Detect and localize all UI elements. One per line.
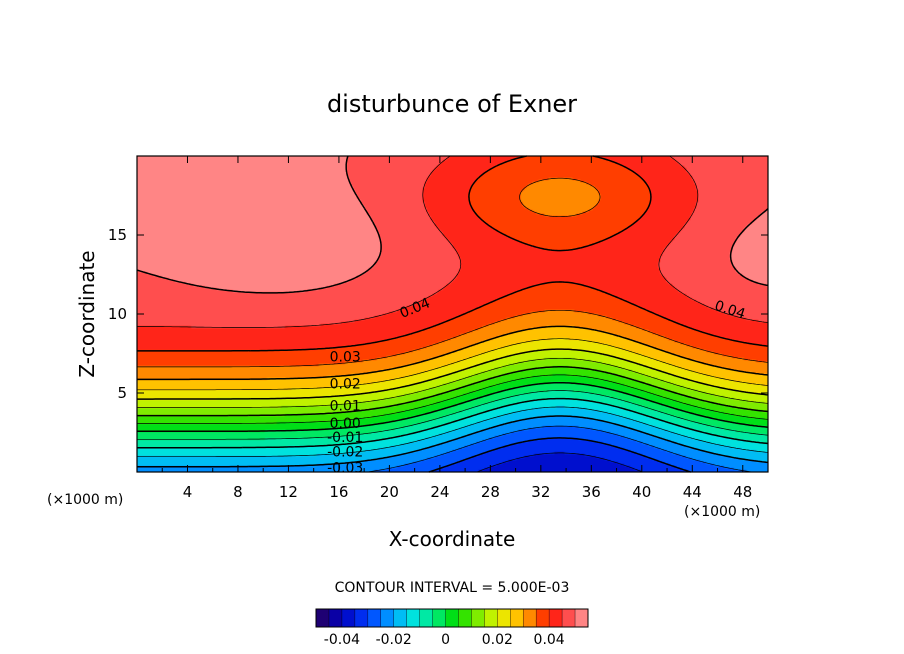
x-tick-label: 16 (329, 483, 348, 501)
colorbar-cell (575, 609, 589, 627)
y-axis-label: Z-coordinate (75, 250, 99, 377)
colorbar-cell (523, 609, 537, 627)
x-tick-label: 40 (632, 483, 651, 501)
contour-line (137, 348, 769, 400)
colorbar-cell (380, 609, 395, 627)
colorbar-cell (471, 609, 485, 627)
plot-area: 0.04 0.040.030.020.010.00-0.01-0.02-0.03 (136, 155, 769, 476)
colorbar-tick-label: 0.02 (482, 632, 513, 648)
contour-lines (136, 155, 769, 473)
contour-label: -0.02 (327, 444, 363, 460)
x-tick-label: 36 (582, 483, 601, 501)
x-tick-label: 48 (733, 483, 752, 501)
colorbar-cell (419, 609, 433, 627)
contour-label: 0.01 (330, 399, 361, 415)
colorbar-tick-label: -0.02 (376, 632, 412, 648)
colorbar-cell (510, 609, 524, 627)
contour-label-group: -0.03 (327, 460, 363, 476)
colorbar-cell (354, 609, 369, 627)
colorbar-cell (445, 609, 459, 627)
colorbar-cell (367, 609, 382, 627)
contour-label-group: 0.02 (330, 377, 361, 393)
colorbar-frame (315, 608, 589, 628)
contour-line (137, 390, 769, 440)
colorbar-cell (549, 609, 563, 627)
x-axis-label: X-coordinate (389, 527, 516, 551)
colorbar-tick-label: 0.04 (534, 632, 565, 648)
x-tick-label: 28 (481, 483, 500, 501)
contour-label: -0.01 (327, 430, 363, 446)
colorbar-tick-label: 0 (441, 632, 450, 648)
contour-label-group: 0.03 (330, 350, 361, 366)
contour-label-group: 0.01 (330, 399, 361, 415)
contour-line (476, 452, 643, 473)
y-tick-label: 15 (108, 226, 127, 244)
x-tick-label: 12 (279, 483, 298, 501)
colorbar: -0.04 -0.02 0 0.02 0.04 (315, 608, 589, 648)
colorbar-cell (393, 609, 407, 627)
contour-interval-text: CONTOUR INTERVAL = 5.000E-03 (335, 580, 570, 596)
colorbar-cell (406, 609, 420, 627)
colorbar-cell (432, 609, 446, 627)
x-tick-label: 24 (430, 483, 449, 501)
colorbar-cell (328, 609, 343, 627)
contour-line (137, 366, 769, 417)
contour-line (137, 155, 769, 352)
contour-line (136, 155, 769, 294)
contour-line (137, 381, 769, 433)
contour-label-group: -0.02 (327, 444, 363, 460)
y-tick-label: 5 (117, 384, 127, 402)
colorbar-cell (536, 609, 550, 627)
contour-line (137, 155, 769, 328)
colorbar-cell (497, 609, 511, 627)
x-axis-ticks: 4 8 12 16 20 24 28 32 36 40 44 48 (161, 156, 752, 501)
contour-label-group: 0.00 (330, 416, 361, 432)
contour-line (428, 437, 692, 473)
x-tick-label: 4 (183, 483, 193, 501)
contour-label: -0.03 (327, 460, 363, 476)
y-tick-label: 10 (108, 305, 127, 323)
x-tick-label: 44 (683, 483, 702, 501)
colorbar-cell (562, 609, 576, 627)
contour-line (137, 177, 769, 368)
x-tick-label: 8 (233, 483, 243, 501)
contour-line (137, 325, 769, 381)
y-axis-ticks: 5 10 15 (108, 226, 768, 402)
colorbar-cells (315, 609, 589, 627)
contour-label: 0.03 (330, 350, 361, 366)
x-unit-label-left: (×1000 m) (47, 492, 123, 508)
contour-line (367, 425, 753, 473)
colorbar-ticks: -0.04 -0.02 0 0.02 0.04 (324, 632, 565, 648)
contour-line (137, 397, 769, 449)
chart-title: disturbunce of Exner (327, 90, 577, 118)
colorbar-cell (458, 609, 472, 627)
x-unit-label-right: (×1000 m) (684, 504, 760, 520)
colorbar-tick-label: -0.04 (324, 632, 360, 648)
contour-line (137, 374, 769, 424)
colorbar-cell (341, 609, 356, 627)
colorbar-cell (316, 609, 330, 627)
x-tick-label: 20 (380, 483, 399, 501)
contour-line (137, 406, 769, 458)
x-tick-label: 32 (531, 483, 550, 501)
contour-line (137, 415, 769, 468)
contour-line (137, 357, 769, 408)
colorbar-cell (484, 609, 498, 627)
heatmap-field (137, 156, 768, 472)
contour-label: 0.02 (330, 377, 361, 393)
contour-label: 0.00 (330, 416, 361, 432)
contour-label-group: -0.01 (327, 430, 363, 446)
contour-line (137, 338, 769, 391)
